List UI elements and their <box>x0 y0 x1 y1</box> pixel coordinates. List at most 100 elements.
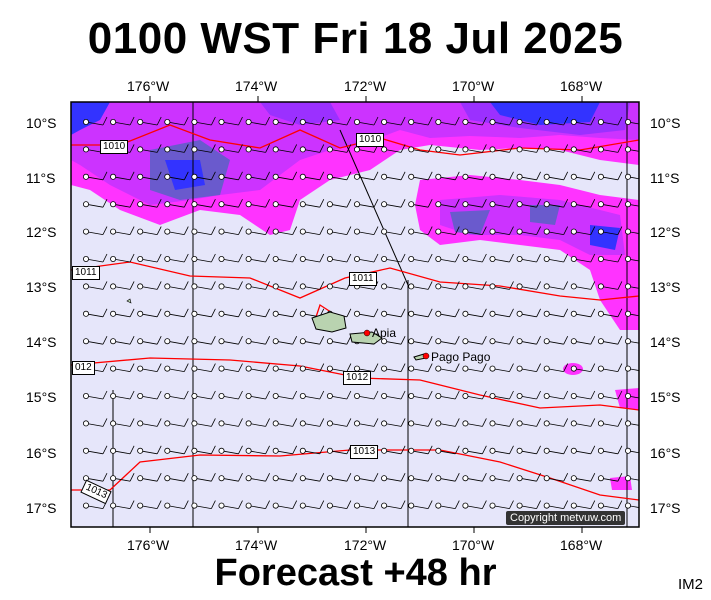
wind-station <box>164 475 171 482</box>
wind-station <box>543 502 550 509</box>
wind-barb-flag <box>590 308 596 317</box>
wind-station <box>218 173 225 180</box>
wind-barb-flag <box>156 418 162 427</box>
wind-station <box>543 338 550 345</box>
wind-station <box>516 447 523 454</box>
wind-station <box>543 119 550 126</box>
wind-station <box>570 228 577 235</box>
isobar-label: 1011 <box>349 272 377 286</box>
forecast-title: 0100 WST Fri 18 Jul 2025 <box>87 14 624 63</box>
wind-station <box>489 283 496 290</box>
wind-station <box>408 146 415 153</box>
wind-station <box>435 255 442 262</box>
wind-barb-flag <box>536 116 541 126</box>
wind-station <box>597 475 604 482</box>
wind-station <box>353 475 360 482</box>
wind-barb-flag <box>292 226 298 235</box>
wind-barb-flag <box>183 418 189 427</box>
wind-station <box>218 365 225 372</box>
wind-station <box>435 502 442 509</box>
wind-barb-flag <box>319 418 325 427</box>
wind-station <box>137 201 144 208</box>
wind-barb-flag <box>617 473 623 482</box>
wind-station <box>381 420 388 427</box>
wind-station <box>408 310 415 317</box>
wind-station <box>489 420 496 427</box>
wind-station <box>245 475 252 482</box>
wind-station <box>218 475 225 482</box>
wind-station <box>381 447 388 454</box>
wind-station <box>489 119 496 126</box>
wind-station <box>462 119 469 126</box>
wind-station <box>570 365 577 372</box>
precip-area <box>260 102 340 125</box>
wind-barb-flag <box>211 445 216 454</box>
wind-barb-flag <box>617 144 623 153</box>
wind-station <box>543 173 550 180</box>
wind-barb-flag <box>156 199 162 208</box>
wind-station <box>83 310 90 317</box>
wind-barb-flag <box>427 116 433 126</box>
wind-barb-flag <box>563 363 569 372</box>
wind-station <box>597 392 604 399</box>
wind-barb-flag <box>346 363 352 372</box>
wind-station <box>597 119 604 126</box>
wind-barb-flag <box>482 253 487 263</box>
wind-barb-flag <box>427 500 433 509</box>
precip-area <box>590 225 620 250</box>
wind-station <box>164 255 171 262</box>
wind-barb-flag <box>292 199 298 208</box>
wind-barb-flag <box>156 336 162 345</box>
wind-barb-flag <box>156 363 162 372</box>
wind-station <box>570 420 577 427</box>
wind-barb-flag <box>563 500 569 509</box>
wind-barb-flag <box>617 390 623 400</box>
wind-barb-flag <box>509 445 514 454</box>
wind-barb-flag <box>645 227 649 235</box>
wind-station <box>462 228 469 235</box>
wind-station <box>272 228 279 235</box>
wind-barb-flag <box>129 171 135 180</box>
wind-barbs <box>83 116 649 509</box>
wind-station <box>625 146 632 153</box>
wind-barb-flag <box>400 308 406 317</box>
wind-barb-flag <box>454 226 460 235</box>
wind-station <box>353 420 360 427</box>
wind-station <box>489 146 496 153</box>
lat-label-right: 11°S <box>650 170 680 186</box>
precip-area <box>71 102 110 135</box>
wind-barb-flag <box>211 171 216 180</box>
wind-barb-flag <box>102 199 108 208</box>
wind-barb-flag <box>509 253 514 263</box>
wind-barb-flag <box>238 199 243 208</box>
wind-station <box>625 475 632 482</box>
wind-barb-flag <box>183 171 189 180</box>
wind-station <box>597 228 604 235</box>
wind-barb-flag <box>265 281 270 290</box>
trough-line <box>339 129 409 286</box>
wind-station <box>110 447 117 454</box>
wind-barb-flag <box>265 445 270 454</box>
wind-station <box>272 310 279 317</box>
wind-station <box>137 392 144 399</box>
wind-barb-flag <box>156 473 162 482</box>
wind-barb-flag <box>536 144 541 153</box>
wind-barb-flag <box>536 418 541 427</box>
wind-barb-flag <box>509 418 514 427</box>
wind-station <box>462 365 469 372</box>
wind-station <box>543 255 550 262</box>
lon-label-bottom: 176°W <box>127 537 170 553</box>
wind-station <box>543 475 550 482</box>
wind-station <box>570 447 577 454</box>
lat-label-left: 13°S <box>26 279 57 295</box>
wind-station <box>381 201 388 208</box>
wind-barb-flag <box>265 473 270 482</box>
wind-barb-flag <box>319 500 325 509</box>
wind-barb-flag <box>373 253 379 263</box>
wind-barb-flag <box>400 199 406 208</box>
wind-barb-flag <box>183 116 189 126</box>
isobar-label: 1010 <box>356 133 385 147</box>
wind-barb-flag <box>645 364 649 372</box>
wind-barb-flag <box>563 281 569 290</box>
wind-barb-flag <box>427 171 433 180</box>
